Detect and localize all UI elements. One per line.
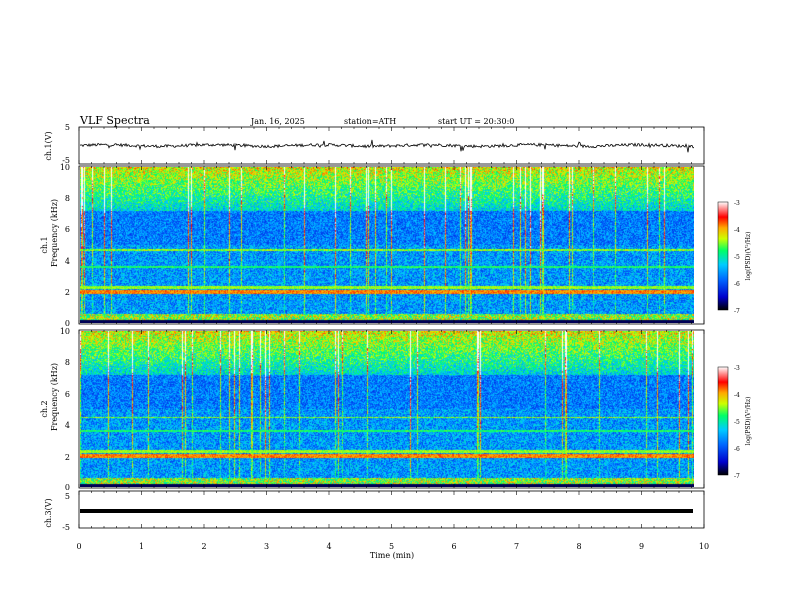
ch2-ytick-6: 6 <box>65 390 70 399</box>
ch1-colorbar-label: log(PSD)(V²/Hz) <box>745 232 752 281</box>
time-tick-3: 3 <box>264 542 269 551</box>
ch2-colorbar-tick-minus7: -7 <box>734 473 740 480</box>
time-tick-1: 1 <box>139 542 144 551</box>
time-tick-10: 10 <box>699 542 709 551</box>
time-tick-9: 9 <box>639 542 644 551</box>
ch2-ytick-4: 4 <box>65 421 70 430</box>
ch2-colorbar-tick-minus4: -4 <box>734 392 740 399</box>
ch1-colorbar-gradient <box>717 201 729 311</box>
ch2-ytick-0: 0 <box>65 483 70 492</box>
ch2-spectrogram-ylabel: Frequency (kHz) <box>50 363 59 431</box>
ch1-waveform-ylabel: ch.1(V) <box>44 131 53 160</box>
time-tick-7: 7 <box>514 542 519 551</box>
ch2-spectrogram-ylabel-channel: ch.2 <box>40 400 49 417</box>
ch2-colorbar: -3 -4 -5 -6 -7 log(PSD)(V²/Hz) <box>717 365 752 480</box>
ch2-ytick-10: 10 <box>60 327 70 336</box>
ch2-colorbar-gradient <box>717 366 729 476</box>
ch2-spectrogram-image <box>80 331 694 487</box>
start-time-label: start UT = 20:30:0 <box>438 117 514 126</box>
ch1-ytick-6: 6 <box>65 225 70 234</box>
ch1-waveform-panel: 5 -5 ch.1(V) <box>44 123 705 165</box>
figure-title: VLF Spectra <box>79 114 150 127</box>
ch2-spectrogram-panel: 10 8 6 4 2 0 ch.2 Frequency (kHz) <box>40 327 705 492</box>
time-axis-ticks <box>78 127 705 528</box>
ch1-colorbar-tick-minus5: -5 <box>734 254 740 261</box>
ch2-colorbar-label: log(PSD)(V²/Hz) <box>745 397 752 446</box>
time-axis-labels: 0 1 2 3 4 5 6 7 8 9 10 <box>76 542 709 551</box>
time-tick-5: 5 <box>389 542 394 551</box>
ch2-colorbar-tick-minus3: -3 <box>734 365 740 372</box>
ch3-waveform-ytick-bottom: -5 <box>62 523 70 532</box>
ch2-ytick-2: 2 <box>65 453 70 462</box>
ch1-waveform-ytick-bottom: -5 <box>62 156 70 165</box>
ch1-ytick-0: 0 <box>65 319 70 328</box>
ch3-waveform-panel: 5 -5 ch.3(V) <box>44 490 705 532</box>
ch1-spectrogram-panel: 10 8 6 4 2 0 ch.1 Frequency (kHz) <box>40 163 705 328</box>
time-tick-4: 4 <box>326 542 331 551</box>
ch1-ytick-10: 10 <box>60 163 70 172</box>
ch1-ytick-4: 4 <box>65 257 70 266</box>
ch3-waveform-ylabel: ch.3(V) <box>44 498 53 527</box>
ch1-waveform-ytick-top: 5 <box>65 123 70 132</box>
ch3-waveform-trace <box>80 509 693 513</box>
time-tick-8: 8 <box>576 542 581 551</box>
ch1-ytick-8: 8 <box>65 194 70 203</box>
ch3-waveform-ytick-top: 5 <box>65 492 70 501</box>
ch2-ytick-8: 8 <box>65 358 70 367</box>
time-tick-2: 2 <box>201 542 206 551</box>
ch1-colorbar: -3 -4 -5 -6 -7 log(PSD)(V²/Hz) <box>717 200 752 315</box>
ch1-colorbar-tick-minus4: -4 <box>734 227 740 234</box>
date-label: Jan. 16, 2025 <box>250 117 305 126</box>
station-label: station=ATH <box>344 117 396 126</box>
ch1-colorbar-tick-minus3: -3 <box>734 200 740 207</box>
spec1-raster <box>80 167 694 323</box>
time-axis-label: Time (min) <box>370 551 414 560</box>
ch1-ytick-2: 2 <box>65 288 70 297</box>
ch2-colorbar-tick-minus6: -6 <box>734 446 740 453</box>
ch1-waveform-trace <box>79 139 694 153</box>
ch1-spectrogram-ylabel-channel: ch.1 <box>40 236 49 253</box>
ch1-colorbar-tick-minus7: -7 <box>734 308 740 315</box>
spec2-raster <box>80 331 694 487</box>
time-tick-0: 0 <box>76 542 81 551</box>
ch2-colorbar-tick-minus5: -5 <box>734 419 740 426</box>
time-tick-6: 6 <box>451 542 456 551</box>
ch1-spectrogram-ylabel: Frequency (kHz) <box>50 199 59 267</box>
ch1-colorbar-tick-minus6: -6 <box>734 281 740 288</box>
ch1-spectrogram-image <box>80 167 694 323</box>
